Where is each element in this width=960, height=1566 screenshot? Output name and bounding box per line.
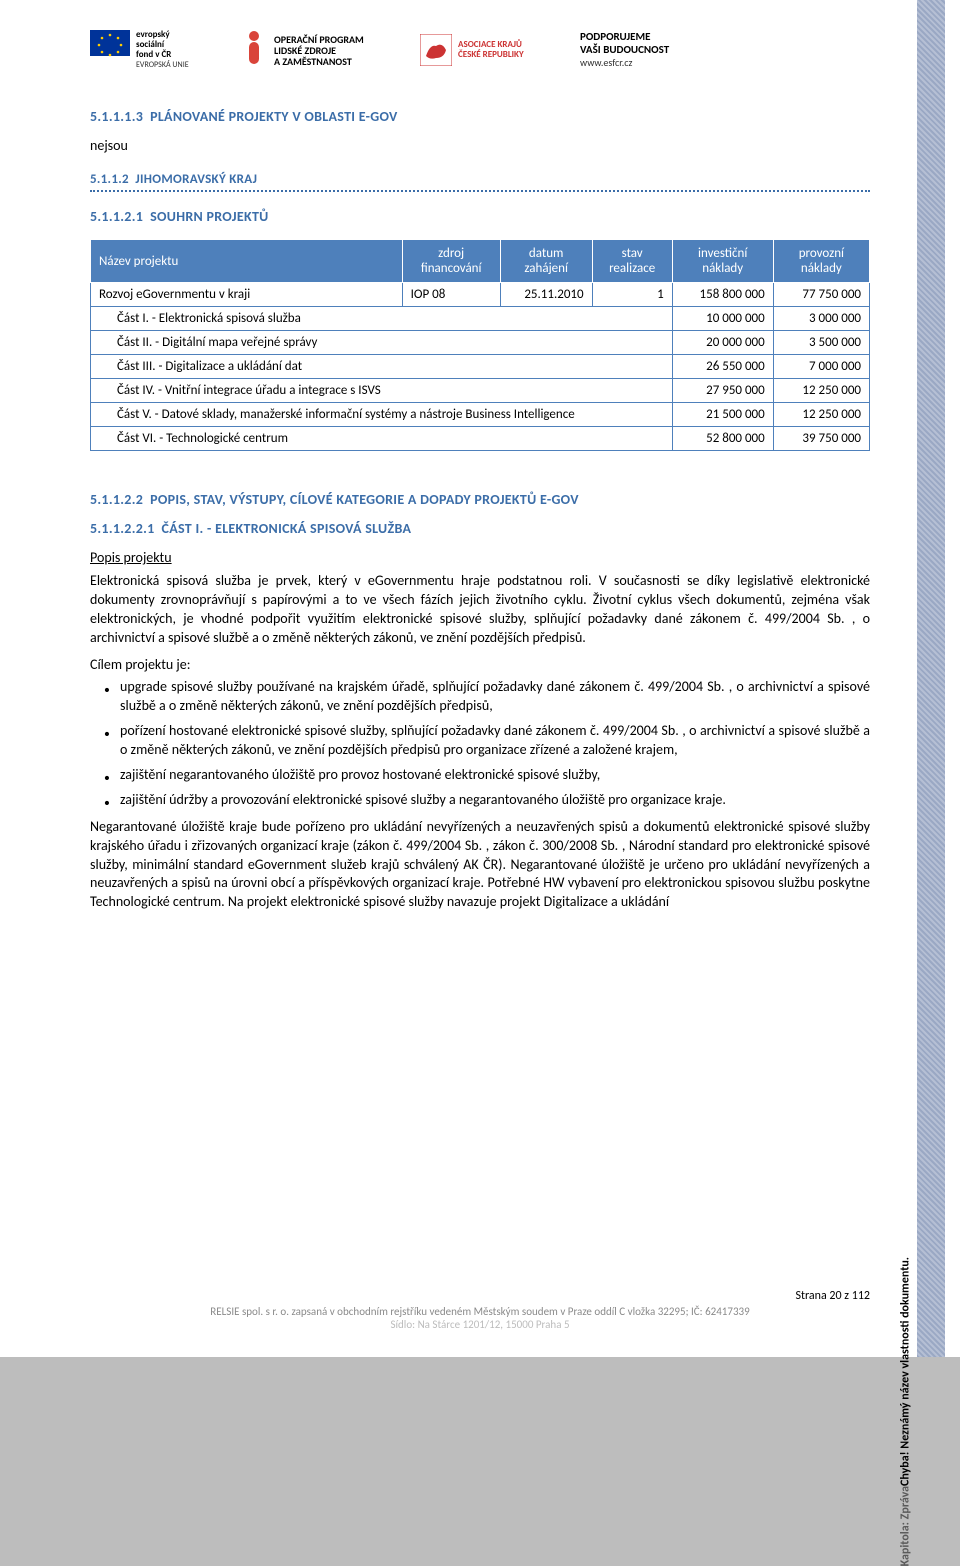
table-header-row: Název projektu zdroj financování datum z… — [91, 240, 870, 283]
table-row: Část IV. - Vnitřní integrace úřadu a int… — [91, 379, 870, 403]
cell: 3 500 000 — [773, 331, 869, 355]
cell: 12 250 000 — [773, 403, 869, 427]
col-date: datum zahájení — [500, 240, 592, 283]
table-row: Rozvoj eGovernmentu v kraji IOP 08 25.11… — [91, 283, 870, 307]
heading-title: ČÁST I. - ELEKTRONICKÁ SPISOVÁ SLUŽBA — [162, 520, 412, 537]
heading-5-1-1-2: 5.1.1.2 JIHOMORAVSKÝ KRAJ — [90, 172, 870, 192]
heading-5-1-1-2-1: 5.1.1.2.1 SOUHRN PROJEKTŮ — [90, 208, 870, 225]
cell: Rozvoj eGovernmentu v kraji — [91, 283, 403, 307]
cell: 26 550 000 — [672, 355, 773, 379]
logo-op: OPERAČNÍ PROGRAM LIDSKÉ ZDROJE A ZAMĚSTN… — [240, 24, 400, 76]
col-state: stav realizace — [592, 240, 672, 283]
col-name: Název projektu — [91, 240, 403, 283]
heading-num: 5.1.1.2 — [90, 172, 129, 187]
op-line2: LIDSKÉ ZDROJE — [274, 45, 364, 56]
heading-num: 5.1.1.2.2 — [90, 491, 143, 508]
popis-heading: Popis projektu — [90, 549, 870, 566]
cell: 77 750 000 — [773, 283, 869, 307]
logo-support: PODPORUJEME VAŠI BUDOUCNOST www.esfcr.cz — [580, 24, 740, 76]
caption-error: Chyba! Neznámý název vlastnosti dokument… — [898, 1257, 912, 1486]
sup-url: www.esfcr.cz — [580, 56, 669, 69]
heading-num: 5.1.1.2.1 — [90, 208, 143, 225]
col-oper: provozní náklady — [773, 240, 869, 283]
cell: IOP 08 — [402, 283, 500, 307]
cell: Část V. - Datové sklady, manažerské info… — [91, 403, 673, 427]
cell: Část VI. - Technologické centrum — [91, 427, 673, 451]
list-item: pořízení hostované elektronické spisové … — [104, 722, 870, 760]
op-line3: A ZAMĚSTNANOST — [274, 56, 364, 67]
heading-title: JIHOMORAVSKÝ KRAJ — [135, 172, 257, 187]
cell: Část III. - Digitalizace a ukládání dat — [91, 355, 673, 379]
desc-p2: Cílem projektu je: — [90, 656, 870, 675]
table-row: Část III. - Digitalizace a ukládání dat … — [91, 355, 870, 379]
projects-table: Název projektu zdroj financování datum z… — [90, 239, 870, 451]
logo-esf: evropský sociální fond v ČR EVROPSKÁ UNI… — [90, 24, 220, 76]
cell: 21 500 000 — [672, 403, 773, 427]
list-item: upgrade spisové služby používané na kraj… — [104, 678, 870, 716]
heading-title: POPIS, STAV, VÝSTUPY, CÍLOVÉ KATEGORIE A… — [150, 491, 579, 508]
heading-num: 5.1.1.1.3 — [90, 108, 143, 125]
logo-ak: ASOCIACE KRAJŮ ČESKÉ REPUBLIKY — [420, 24, 560, 76]
cell: 39 750 000 — [773, 427, 869, 451]
heading-5-1-1-1-3: 5.1.1.1.3 PLÁNOVANÉ PROJEKTY V OBLASTI E… — [90, 108, 870, 125]
footer-address: Sídlo: Na Stárce 1201/12, 15000 Praha 5 — [90, 1318, 870, 1331]
table-row: Část II. - Digitální mapa veřejné správy… — [91, 331, 870, 355]
cell: 25.11.2010 — [500, 283, 592, 307]
sup-line2: VAŠI BUDOUCNOST — [580, 44, 669, 56]
table-row: Část VI. - Technologické centrum 52 800 … — [91, 427, 870, 451]
cell: 12 250 000 — [773, 379, 869, 403]
table-row: Část V. - Datové sklady, manažerské info… — [91, 403, 870, 427]
s1-body: nejsou — [90, 137, 870, 154]
page-number: Strana 20 z 112 — [90, 1289, 870, 1303]
heading-title: SOUHRN PROJEKTŮ — [150, 208, 269, 225]
col-invest: investiční náklady — [672, 240, 773, 283]
header-logos: evropský sociální fond v ČR EVROPSKÁ UNI… — [90, 20, 870, 80]
bullet-list: upgrade spisové služby používané na kraj… — [90, 678, 870, 809]
footer-company: RELSIE spol. s r. o. zapsaná v obchodním… — [90, 1305, 870, 1318]
vertical-caption: Kapitola: ZprávaChyba! Neznámý název vla… — [898, 1257, 912, 1566]
cell: 27 950 000 — [672, 379, 773, 403]
cell: 52 800 000 — [672, 427, 773, 451]
page: Kapitola: ZprávaChyba! Neznámý název vla… — [0, 0, 960, 1357]
esf-flag-icon — [90, 30, 130, 70]
cell: 20 000 000 — [672, 331, 773, 355]
desc-p3: Negarantované úložiště kraje bude poříze… — [90, 818, 870, 912]
heading-5-1-1-2-2-1: 5.1.1.2.2.1 ČÁST I. - ELEKTRONICKÁ SPISO… — [90, 520, 870, 537]
heading-title: PLÁNOVANÉ PROJEKTY V OBLASTI E-GOV — [150, 108, 398, 125]
desc-p1: Elektronická spisová služba je prvek, kt… — [90, 572, 870, 648]
cell: Část I. - Elektronická spisová služba — [91, 307, 673, 331]
op-line1: OPERAČNÍ PROGRAM — [274, 34, 364, 45]
cell: 158 800 000 — [672, 283, 773, 307]
cell: 1 — [592, 283, 672, 307]
esf-sub: EVROPSKÁ UNIE — [136, 60, 189, 70]
side-stripe — [917, 0, 945, 1357]
heading-num: 5.1.1.2.2.1 — [90, 520, 155, 537]
list-item: zajištění údržby a provozování elektroni… — [104, 791, 870, 810]
heading-5-1-1-2-2: 5.1.1.2.2 POPIS, STAV, VÝSTUPY, CÍLOVÉ K… — [90, 491, 870, 508]
cell: 3 000 000 — [773, 307, 869, 331]
cell: 10 000 000 — [672, 307, 773, 331]
op-person-icon — [240, 28, 268, 72]
esf-line3: fond v ČR — [136, 50, 189, 60]
caption-prefix: Kapitola: Zpráva — [898, 1486, 912, 1566]
footer: Strana 20 z 112 RELSIE spol. s r. o. zap… — [90, 1289, 870, 1331]
table-row: Část I. - Elektronická spisová služba 10… — [91, 307, 870, 331]
cell: Část IV. - Vnitřní integrace úřadu a int… — [91, 379, 673, 403]
col-source: zdroj financování — [402, 240, 500, 283]
cell: Část II. - Digitální mapa veřejné správy — [91, 331, 673, 355]
sup-line1: PODPORUJEME — [580, 31, 669, 43]
cell: 7 000 000 — [773, 355, 869, 379]
ak-line2: ČESKÉ REPUBLIKY — [458, 50, 524, 60]
list-item: zajištění negarantovaného úložiště pro p… — [104, 766, 870, 785]
ak-lion-icon — [420, 34, 452, 66]
